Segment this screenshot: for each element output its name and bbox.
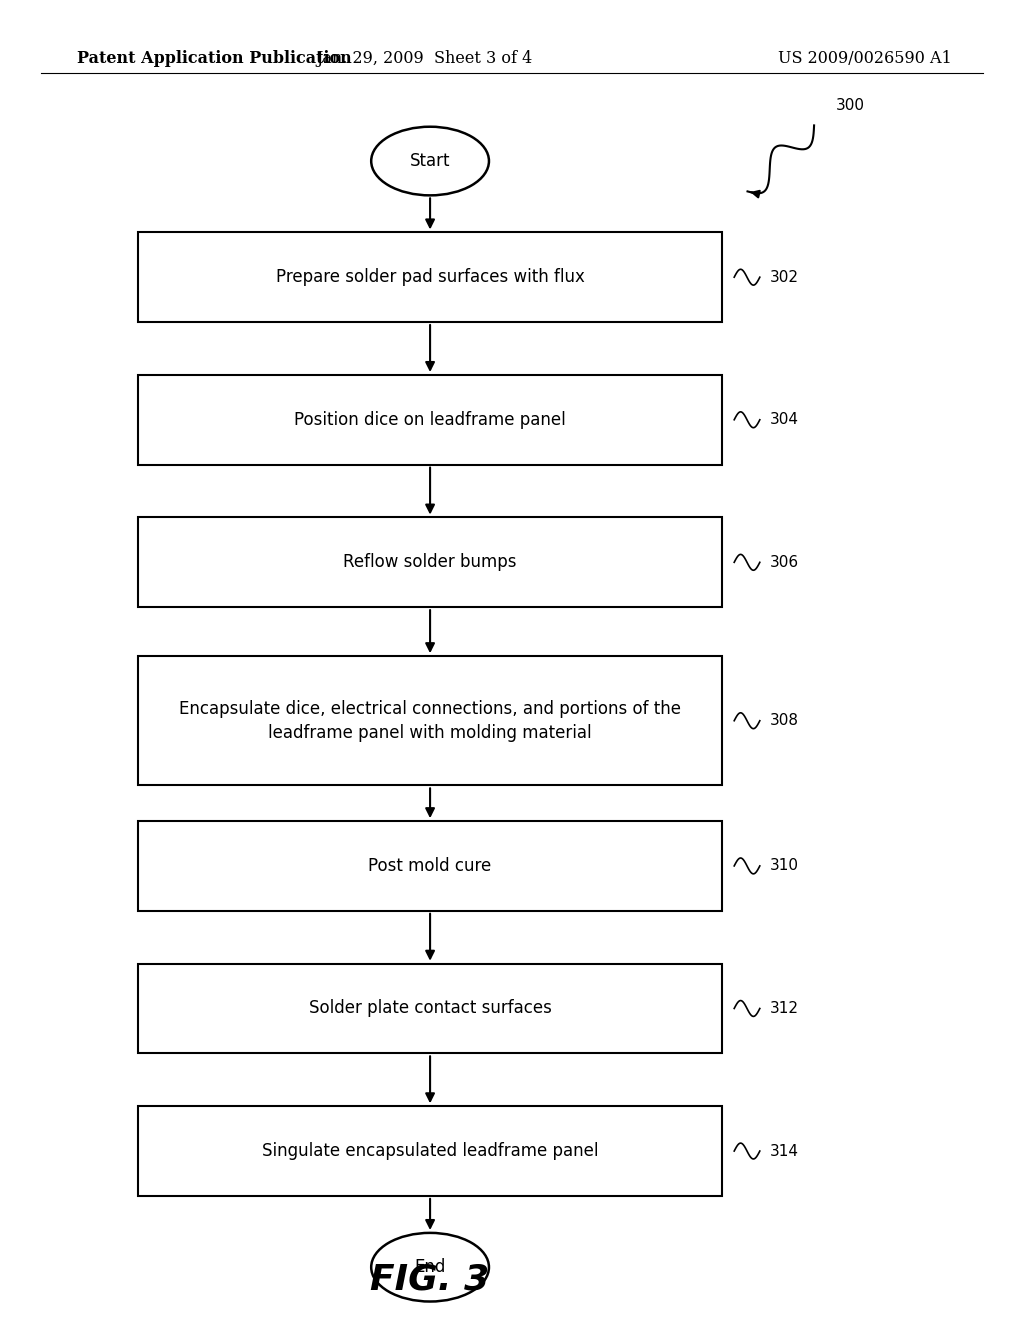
Text: 312: 312 [770, 1001, 799, 1016]
Text: End: End [415, 1258, 445, 1276]
Bar [138, 517, 722, 607]
Text: Encapsulate dice, electrical connections, and portions of the
leadframe panel wi: Encapsulate dice, electrical connections… [179, 700, 681, 742]
Ellipse shape [371, 1233, 489, 1302]
Text: Prepare solder pad surfaces with flux: Prepare solder pad surfaces with flux [275, 268, 585, 286]
Text: US 2009/0026590 A1: US 2009/0026590 A1 [778, 50, 952, 66]
Text: Patent Application Publication: Patent Application Publication [77, 50, 351, 66]
Text: Start: Start [410, 152, 451, 170]
Text: Position dice on leadframe panel: Position dice on leadframe panel [294, 411, 566, 429]
Bar [138, 964, 722, 1053]
Text: FIG. 3: FIG. 3 [371, 1262, 489, 1296]
Text: Post mold cure: Post mold cure [369, 857, 492, 875]
Text: 306: 306 [770, 554, 799, 570]
Text: 302: 302 [770, 269, 799, 285]
Bar [138, 1106, 722, 1196]
Text: Singulate encapsulated leadframe panel: Singulate encapsulated leadframe panel [262, 1142, 598, 1160]
Text: Jan. 29, 2009  Sheet 3 of 4: Jan. 29, 2009 Sheet 3 of 4 [316, 50, 534, 66]
Bar [138, 821, 722, 911]
Text: 310: 310 [770, 858, 799, 874]
Bar [138, 656, 722, 785]
Text: 308: 308 [770, 713, 799, 729]
Ellipse shape [371, 127, 489, 195]
Text: 304: 304 [770, 412, 799, 428]
Bar [138, 375, 722, 465]
Text: Reflow solder bumps: Reflow solder bumps [343, 553, 517, 572]
Text: 314: 314 [770, 1143, 799, 1159]
Bar [138, 232, 722, 322]
Text: 300: 300 [836, 98, 864, 114]
Text: Solder plate contact surfaces: Solder plate contact surfaces [308, 999, 552, 1018]
